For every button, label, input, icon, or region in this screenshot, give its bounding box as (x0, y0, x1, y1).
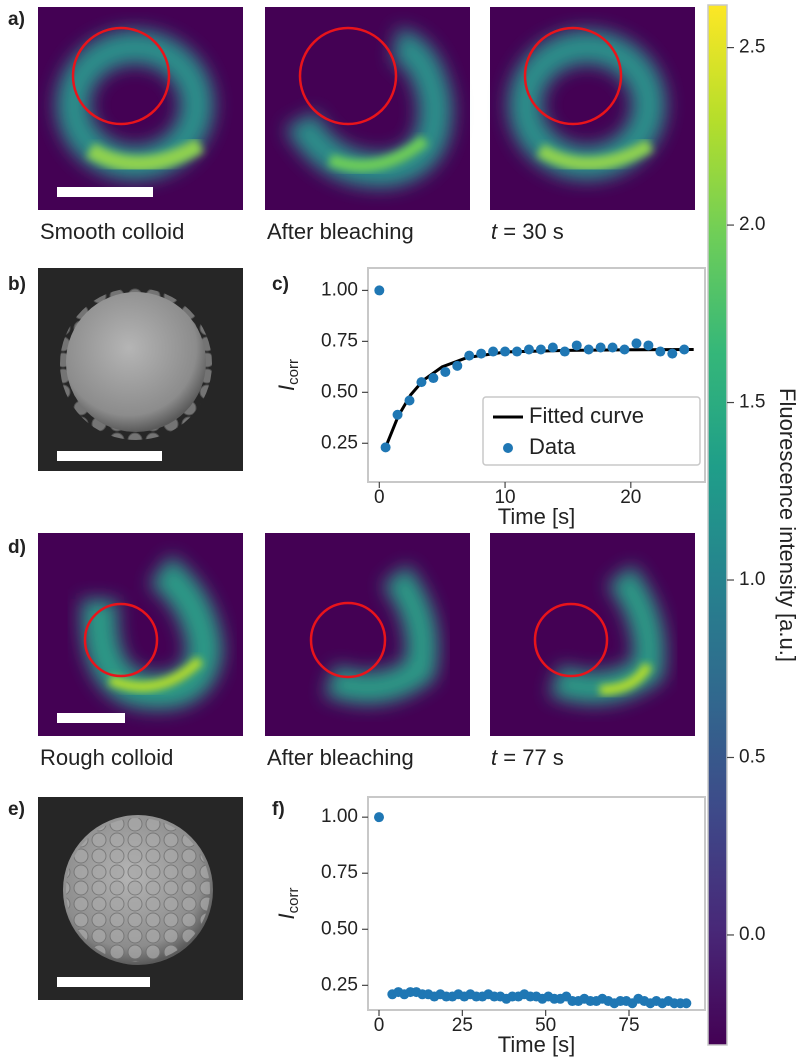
data-point (500, 346, 511, 357)
y-axis-label: Icorr (274, 888, 302, 920)
caption: Smooth colloid (40, 219, 184, 244)
data-point (404, 395, 415, 406)
data-point (583, 344, 594, 355)
data-point (607, 342, 618, 353)
y-axis-label: Icorr (274, 359, 302, 391)
axes-frame (367, 267, 706, 483)
data-point (464, 350, 475, 361)
y-tick-label: 0.50 (321, 918, 358, 939)
x-tick-label: 10 (494, 487, 515, 508)
legend-label: Fitted curve (529, 403, 644, 428)
data-point (631, 338, 642, 349)
legend-swatch (503, 443, 513, 453)
y-tick-label: 1.00 (321, 806, 358, 827)
sem-image (38, 268, 243, 471)
data-point (643, 340, 654, 351)
data-point (595, 342, 606, 353)
caption: After bleaching (267, 219, 414, 244)
fluorescence-image (265, 7, 470, 210)
legend-box (482, 396, 701, 466)
panel-label: b) (8, 274, 26, 295)
data-point (380, 442, 391, 453)
data-point (488, 346, 499, 357)
data-point (428, 373, 439, 384)
colorbar-tick-label: 2.5 (739, 37, 765, 58)
panel-label: d) (8, 537, 26, 558)
data-point (655, 346, 666, 357)
panel-label: e) (8, 799, 25, 820)
caption: t = 30 s (491, 219, 564, 244)
x-tick-label: 50 (535, 1015, 556, 1036)
y-tick-label: 0.25 (321, 974, 358, 995)
y-tick-label: 0.25 (321, 432, 358, 453)
y-axis-label-sub: corr (285, 888, 302, 914)
data-point (619, 344, 630, 355)
data-point (547, 342, 558, 353)
panel-label: c) (272, 274, 289, 295)
colorbar-tick-label: 2.0 (739, 214, 765, 235)
data-point (512, 346, 523, 357)
data-point (374, 812, 384, 823)
fluorescence-image (38, 533, 243, 736)
colorbar-tick-label: 1.0 (739, 569, 765, 590)
data-point (374, 285, 385, 296)
colorbar (707, 4, 728, 1046)
sem-image (38, 797, 243, 1000)
y-axis-label-main: I (274, 913, 299, 919)
legend-label: Data (529, 434, 576, 459)
panel-label: a) (8, 9, 25, 30)
y-axis-label-sub: corr (285, 359, 302, 385)
y-tick-label: 1.00 (321, 279, 358, 300)
caption: After bleaching (267, 745, 414, 770)
data-point (440, 366, 451, 377)
fluorescence-image (490, 533, 695, 736)
fluorescence-image (38, 7, 243, 210)
data-point (571, 340, 582, 351)
data-point (679, 344, 690, 355)
x-tick-label: 20 (620, 487, 641, 508)
data-point (476, 348, 487, 359)
caption: Rough colloid (40, 745, 173, 770)
x-tick-label: 0 (374, 1015, 385, 1036)
caption: t = 77 s (491, 745, 564, 770)
y-tick-label: 0.75 (321, 330, 358, 351)
data-point (559, 346, 570, 357)
x-tick-label: 0 (374, 487, 385, 508)
x-tick-label: 75 (618, 1015, 639, 1036)
fluorescence-image (265, 533, 470, 736)
y-tick-label: 0.75 (321, 862, 358, 883)
x-axis-label: Time [s] (498, 1032, 575, 1057)
y-axis-label-main: I (274, 385, 299, 391)
colorbar-tick-label: 0.0 (739, 924, 765, 945)
colorbar-label: Fluorescence intensity [a.u.] (775, 388, 798, 662)
data-point (535, 344, 546, 355)
data-point (392, 409, 403, 420)
y-tick-label: 0.50 (321, 381, 358, 402)
data-point (452, 360, 463, 371)
data-point (416, 377, 427, 388)
panel-label: f) (272, 799, 285, 820)
fluorescence-image (490, 7, 695, 210)
x-tick-label: 25 (452, 1015, 473, 1036)
colorbar-tick-label: 0.5 (739, 747, 765, 768)
data-point (681, 998, 692, 1009)
axes-frame (367, 796, 706, 1011)
colorbar-tick-label: 1.5 (739, 392, 765, 413)
data-point (523, 344, 534, 355)
x-axis-label: Time [s] (498, 504, 575, 529)
data-point (667, 348, 678, 359)
